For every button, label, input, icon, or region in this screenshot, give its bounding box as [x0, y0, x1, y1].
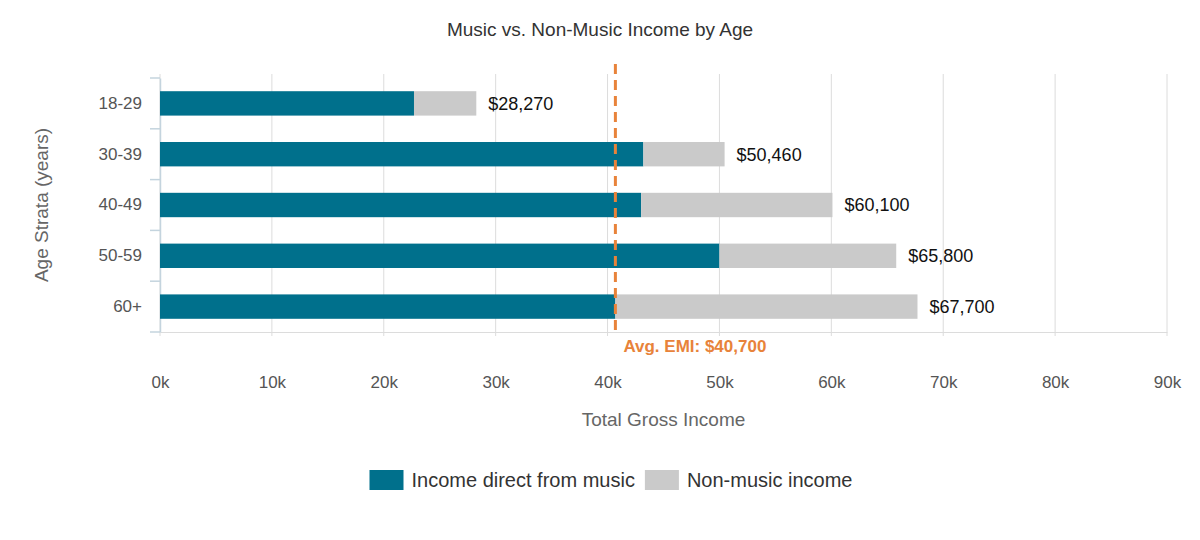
y-tick: 50-59: [99, 246, 160, 265]
legend-label: Non-music income: [687, 469, 853, 491]
y-tick-label: 40-49: [99, 195, 142, 214]
category-separator: [150, 280, 160, 282]
bar: [160, 294, 615, 318]
x-tick-label: 10k: [259, 373, 287, 392]
x-tick-label: 40k: [594, 373, 622, 392]
total-label: $65,800: [908, 246, 973, 266]
grid: [160, 74, 1167, 336]
x-tick: 20k: [371, 332, 399, 392]
x-axis-title: Total Gross Income: [582, 409, 746, 430]
category-separator: [150, 77, 160, 79]
total-labels: $28,270 $50,460 $60,100 $65,800 $67,700: [488, 94, 994, 317]
legend: Income direct from music Non-music income: [370, 469, 853, 491]
bar: [414, 91, 476, 115]
x-tick: 40k: [594, 332, 622, 392]
x-tick-label: 20k: [371, 373, 399, 392]
y-tick-label: 30-39: [99, 145, 142, 164]
total-label: $60,100: [844, 195, 909, 215]
bar: [160, 142, 643, 166]
x-tick-label: 80k: [1042, 373, 1070, 392]
y-tick: 40-49: [99, 195, 160, 214]
x-axis-line: [161, 332, 1168, 333]
grid-line: [1055, 74, 1056, 336]
total-label: $50,460: [737, 145, 802, 165]
x-tick-label: 50k: [706, 373, 734, 392]
total-label: $28,270: [488, 94, 553, 114]
bar: [643, 142, 724, 166]
y-tick-label: 60+: [113, 297, 142, 316]
bar: [160, 193, 641, 217]
bar-series: [160, 91, 719, 319]
bar: [160, 244, 719, 268]
legend-item: Non-music income: [645, 469, 853, 491]
x-tick-label: 70k: [930, 373, 958, 392]
category-separator: [150, 331, 160, 333]
bar: [615, 294, 917, 318]
x-tick-label: 30k: [482, 373, 510, 392]
y-tick-label: 50-59: [99, 246, 142, 265]
y-tick: 18-29: [99, 94, 160, 113]
x-tick: 30k: [482, 332, 510, 392]
x-tick: 90k: [1154, 332, 1182, 392]
category-separators: [150, 78, 160, 332]
bar: [719, 244, 896, 268]
reference-line: [614, 64, 617, 336]
x-tick: 70k: [930, 332, 958, 392]
chart-title: Music vs. Non-Music Income by Age: [447, 19, 753, 40]
reference-label: Avg. EMI: $40,700: [623, 337, 766, 356]
y-tick-label: 18-29: [99, 94, 142, 113]
x-tick-label: 60k: [818, 373, 846, 392]
x-axis: 0k 10k 20k 30k 40k 50k 60k 70k 80k 90k: [152, 332, 1182, 392]
category-separator: [150, 179, 160, 181]
x-tick: 10k: [259, 332, 287, 392]
bar: [641, 193, 832, 217]
total-label: $67,700: [929, 297, 994, 317]
x-tick-label: 0k: [152, 373, 170, 392]
chart: Music vs. Non-Music Income by Age 0k 10k 20…: [0, 0, 1200, 540]
plot-area: [160, 64, 917, 336]
x-tick: 80k: [1042, 332, 1070, 392]
category-separator: [150, 128, 160, 130]
legend-swatch: [645, 470, 679, 490]
legend-swatch: [370, 470, 404, 490]
x-tick-label: 90k: [1154, 373, 1182, 392]
legend-label: Income direct from music: [412, 469, 635, 491]
x-tick: 0k: [152, 332, 170, 392]
y-tick: 60+: [113, 297, 160, 316]
x-tick: 60k: [818, 332, 846, 392]
y-tick: 30-39: [99, 145, 160, 164]
y-axis: 18-29 30-39 40-49 50-59 60+: [99, 79, 161, 333]
bar: [160, 91, 414, 115]
y-axis-title: Age Strata (years): [31, 128, 52, 282]
legend-item: Income direct from music: [370, 469, 635, 491]
bar-series: [414, 91, 918, 319]
grid-line: [1167, 74, 1168, 336]
category-separator: [150, 230, 160, 232]
